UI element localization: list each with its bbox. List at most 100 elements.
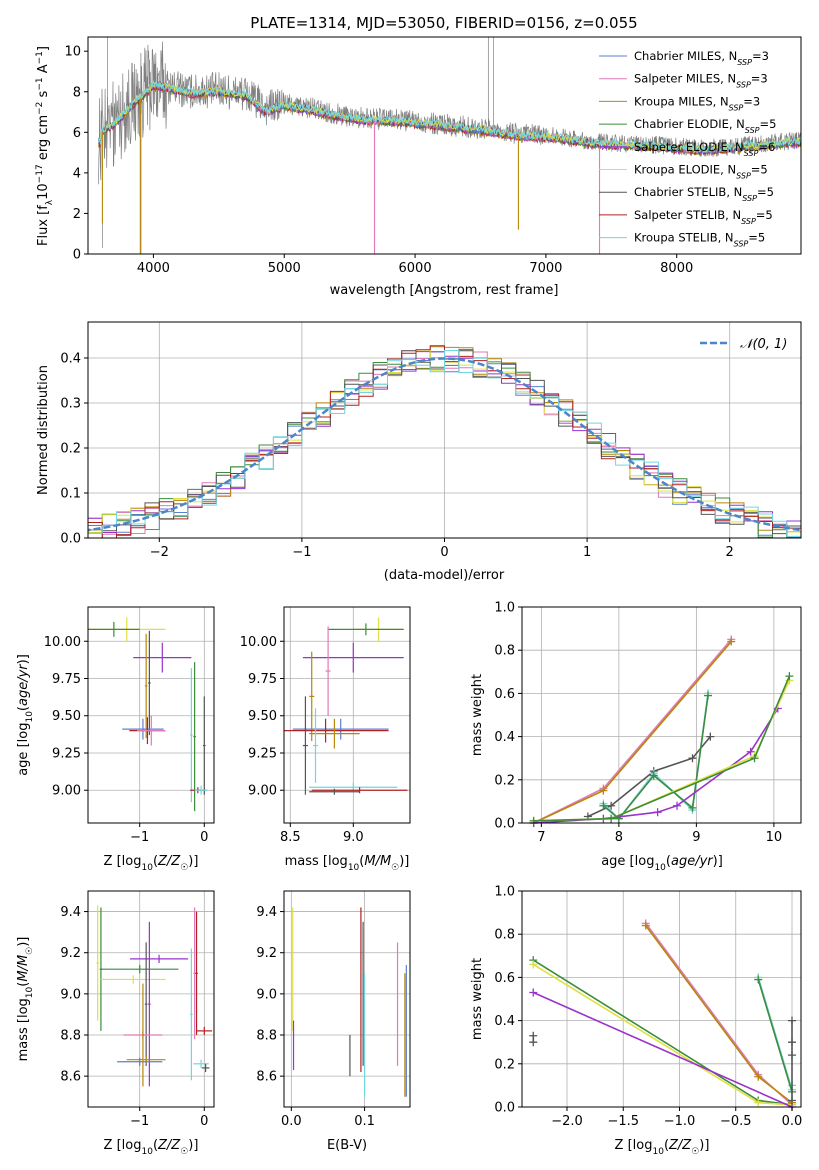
massweight-series-2 [532,959,793,1106]
massweight-series-3 [532,963,793,1106]
massweight-point [788,1051,796,1060]
massweight-point [750,754,759,763]
legend-label-5: Kroupa ELODIE, NSSP=5 [634,163,768,181]
massweight-vs-z-xlabel: Z [log10(Z/Z☉)] [615,1138,710,1157]
massweight-point [529,988,538,997]
spectrum-ticks: 4000 5000 6000 7000 8000 0 2 4 6 8 10 [64,45,693,276]
y-tick-label: 0.0 [60,532,81,547]
mass-vs-z-axes-frame [87,890,215,1108]
y-tick-label: 9.75 [52,672,81,687]
y-tick-label: 4 [73,166,81,181]
y-tick-label: 9.4 [256,905,277,920]
massweight-point [727,637,736,646]
massweight-vs-age-ticks: 7 8 9 10 0.0 0.2 0.4 0.6 0.8 1.0 [494,601,782,846]
spectrum-plot-area [98,37,801,254]
spectrum-axes-frame [87,36,802,255]
massweight-vs-z-axes-frame [521,890,802,1108]
spectrum-panel: PLATE=1314, MJD=53050, FIBERID=0156, z=0… [35,14,802,298]
legend-label-7: Salpeter STELIB, NSSP=5 [634,208,773,226]
y-tick-label: 9.2 [60,946,81,961]
massweight-point [607,801,616,810]
x-tick-label: −1.5 [607,1114,639,1129]
massweight-point [529,1031,538,1040]
x-tick-label: 5000 [268,261,301,276]
x-tick-label: 9.0 [343,830,364,845]
residuals-plot-area [88,345,801,538]
spectrum-title: PLATE=1314, MJD=53050, FIBERID=0156, z=0… [250,14,637,32]
massweight-vs-age-axes-frame [521,606,802,824]
massweight-point [688,803,697,812]
massweight-vs-z-plot-area [529,919,796,1111]
y-tick-label: 2 [73,207,81,222]
y-tick-label: 0.8 [494,928,515,943]
y-tick-label: 0.2 [494,1057,515,1072]
massweight-point [788,1016,796,1025]
x-tick-label: −1 [130,1114,149,1129]
x-tick-label: 0.0 [782,1114,803,1129]
massweight-point [704,691,712,700]
x-tick-label: 0 [440,545,448,560]
y-tick-label: 9.75 [248,672,277,687]
x-tick-label: 10 [766,830,783,845]
legend-gaussian-label: 𝒩(0, 1) [740,337,787,352]
legend-label-0: Chabrier MILES, NSSP=3 [634,49,769,67]
y-tick-label: 8.8 [256,1029,277,1044]
y-tick-label: 9.2 [256,946,277,961]
y-tick-label: 9.50 [52,709,81,724]
mass-vs-z-ylabel: mass [log10(M/M☉)] [16,937,35,1062]
x-tick-label: 8000 [660,261,693,276]
y-tick-label: 0.6 [494,971,515,986]
massweight-point [688,754,697,763]
massweight-point [607,814,616,823]
mass-vs-ebv-axes-frame [283,890,411,1108]
residuals-legend: 𝒩(0, 1) [700,337,787,352]
massweight-series-0 [533,638,732,824]
y-tick-label: 8.6 [60,1070,81,1085]
age-vs-mass-ticks: 8.5 9.0 9.00 9.25 9.50 9.75 10.00 [240,635,364,845]
mass-vs-z-plot-area [96,905,213,1087]
massweight-point [529,960,538,969]
y-tick-label: 0.1 [60,487,81,502]
model-fit-line [98,80,801,154]
x-tick-label: 0.0 [281,1114,302,1129]
y-tick-label: 0.4 [60,352,81,367]
x-tick-label: 4000 [137,261,170,276]
massweight-vs-age-xlabel: age [log10(age/yr)] [601,854,723,873]
x-tick-label: −1 [130,830,149,845]
mass-vs-ebv-panel: 0.0 0.1 8.6 8.8 9.0 9.2 9.4 E(B-V) [256,890,411,1153]
legend-label-8: Kroupa STELIB, NSSP=5 [634,231,765,249]
mass-vs-z-grid [88,891,214,1107]
mass-vs-z-ticks: −1 0 8.6 8.8 9.0 9.2 9.4 [60,905,208,1129]
y-tick-label: 0.4 [494,730,515,745]
y-tick-label: 8.6 [256,1070,277,1085]
y-tick-label: 0.8 [494,644,515,659]
age-vs-z-axes-frame [87,606,215,824]
massweight-point [746,747,755,756]
mass-vs-ebv-ticks: 0.0 0.1 8.6 8.8 9.0 9.2 9.4 [256,905,375,1129]
x-tick-label: −2.0 [551,1114,583,1129]
y-tick-label: 9.4 [60,905,81,920]
x-tick-label: 2 [726,545,734,560]
massweight-series-4 [532,991,793,1108]
y-tick-label: 9.0 [256,987,277,1002]
residual-histogram-8 [88,350,801,537]
legend-label-6: Chabrier STELIB, NSSP=5 [634,185,774,203]
legend-label-3: Chabrier ELODIE, NSSP=5 [634,117,776,135]
massweight-point [754,1098,763,1107]
x-tick-label: 0 [200,830,208,845]
age-vs-mass-xlabel: mass [log10(M/M☉)] [285,854,410,873]
y-tick-label: 8.8 [60,1029,81,1044]
massweight-vs-z-ylabel: mass weight [470,958,485,1040]
y-tick-label: 10.00 [44,635,81,650]
spectrum-xlabel: wavelength [Angstrom, rest frame] [330,283,559,298]
y-tick-label: 6 [73,126,81,141]
y-tick-label: 9.00 [248,784,277,799]
y-tick-label: 1.0 [494,601,515,616]
residuals-ylabel: Normed distribution [36,365,51,495]
residuals-panel: −2 −1 0 1 2 0.0 0.1 0.2 0.3 0.4 (data-model)/erro… [36,321,802,583]
age-vs-z-panel: −1 0 9.00 9.25 9.50 9.75 10.00 Z [log10(Z/Z☉)]… [16,606,215,873]
massweight-vs-age-ylabel: mass weight [470,674,485,756]
massweight-series-7 [533,675,791,822]
mass-vs-z-xlabel: Z [log10(Z/Z☉)] [104,1138,199,1157]
